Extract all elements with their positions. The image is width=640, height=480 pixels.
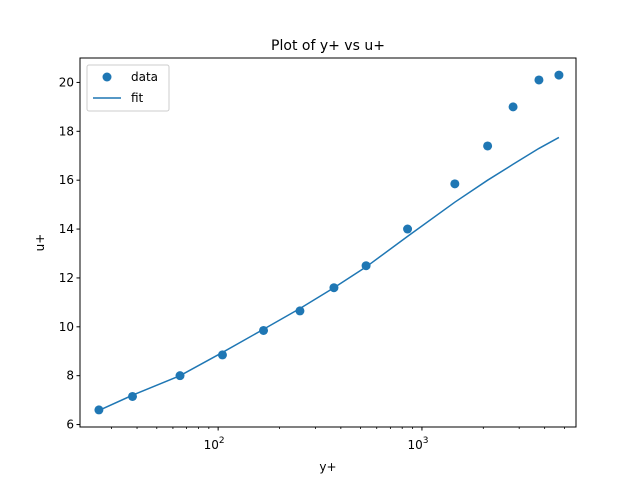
y-tick-label: 14 bbox=[59, 222, 74, 236]
data-point bbox=[329, 283, 339, 293]
data-point bbox=[127, 391, 137, 401]
data-point bbox=[217, 350, 227, 360]
legend-label-data: data bbox=[131, 70, 158, 84]
data-point bbox=[295, 306, 305, 316]
data-point bbox=[259, 325, 269, 335]
x-tick-label: 102 bbox=[204, 436, 225, 452]
y-axis-ticks: 6 8 10 12 14 16 18 20 bbox=[59, 75, 80, 432]
x-axis-ticks: 102 103 bbox=[111, 427, 565, 452]
data-point bbox=[403, 224, 413, 234]
data-point bbox=[483, 141, 493, 151]
axes-frame bbox=[79, 57, 577, 428]
y-axis-label: u+ bbox=[33, 234, 47, 252]
y-tick-label: 6 bbox=[66, 418, 74, 432]
data-point bbox=[534, 75, 544, 85]
y-tick-label: 16 bbox=[59, 173, 74, 187]
y-tick-label: 12 bbox=[59, 271, 74, 285]
data-point bbox=[450, 179, 460, 189]
data-point bbox=[508, 102, 518, 112]
data-point bbox=[361, 261, 371, 271]
legend: data fit bbox=[86, 64, 170, 112]
chart-title: Plot of y+ vs u+ bbox=[271, 38, 385, 54]
fit-line bbox=[98, 136, 560, 412]
x-tick-label: 103 bbox=[407, 436, 428, 452]
legend-marker-data bbox=[102, 72, 112, 82]
plot-layer bbox=[94, 70, 564, 415]
y-tick-label: 10 bbox=[59, 320, 74, 334]
y-tick-label: 20 bbox=[59, 75, 74, 89]
data-point bbox=[554, 70, 564, 80]
y-tick-label: 18 bbox=[59, 124, 74, 138]
legend-label-fit: fit bbox=[131, 91, 144, 105]
data-point bbox=[175, 371, 185, 381]
x-axis-label: y+ bbox=[319, 460, 336, 474]
data-point bbox=[94, 405, 104, 415]
y-tick-label: 8 bbox=[66, 369, 74, 383]
